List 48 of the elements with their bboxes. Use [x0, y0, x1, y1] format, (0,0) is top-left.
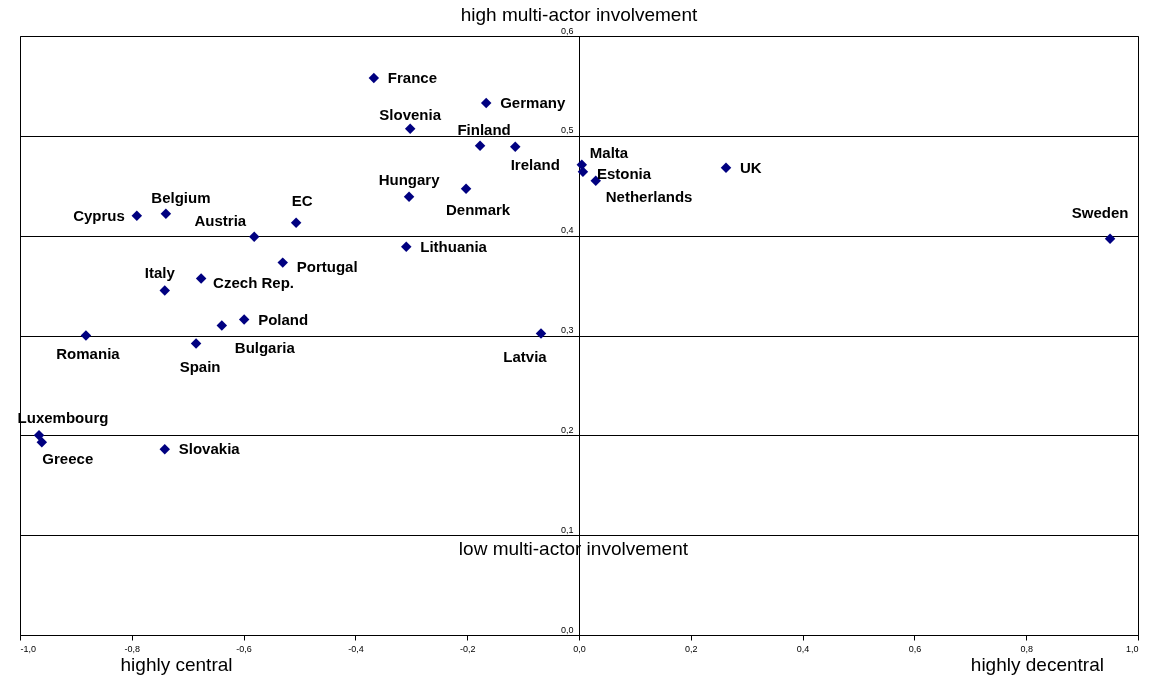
- x-tick-label: 0,2: [685, 643, 698, 654]
- data-label: Italy: [144, 263, 176, 281]
- data-label: Bulgaria: [234, 338, 296, 356]
- x-tick-label: -0,8: [124, 643, 141, 654]
- x-tick-label: 0,6: [908, 643, 922, 654]
- text: highly decentral: [970, 654, 1104, 675]
- data-label: Slovakia: [178, 440, 241, 458]
- data-label: Belgium: [151, 188, 211, 206]
- data-label: Netherlands: [605, 187, 693, 205]
- y-tick-label: 0,3: [560, 325, 574, 335]
- text: highly central: [120, 654, 233, 675]
- data-label: Ireland: [510, 155, 560, 173]
- data-label: Finland: [457, 120, 511, 138]
- data-label: Germany: [500, 93, 566, 111]
- x-tick-label: 0,0: [573, 643, 586, 654]
- y-tick-label: 0,0: [560, 624, 574, 635]
- y-tick-label: 0,2: [560, 424, 574, 435]
- x-tick-label: -0,2: [459, 643, 476, 654]
- x-tick-label: 1,0: [1125, 643, 1139, 654]
- x-tick-label: -0,6: [236, 643, 252, 654]
- x-tick-label: 0,4: [796, 643, 810, 654]
- y-tick-label: 0,6: [560, 25, 574, 36]
- x-tick-label: -0,4: [348, 643, 364, 654]
- data-label: Cyprus: [73, 206, 125, 224]
- y-tick-label: 0,1: [560, 524, 574, 535]
- x-tick-label: 0,8: [1020, 643, 1033, 654]
- data-label: Romania: [56, 344, 121, 362]
- data-label: UK: [740, 158, 762, 176]
- text: high multi-actor involvement: [460, 4, 698, 25]
- data-label: Denmark: [445, 200, 511, 218]
- data-label: EC: [291, 191, 313, 209]
- data-label: Malta: [589, 143, 629, 161]
- data-label: Lithuania: [420, 237, 488, 255]
- data-label: Hungary: [378, 170, 441, 188]
- x-tick-label: -1,0: [20, 643, 37, 654]
- data-label: Portugal: [296, 257, 358, 275]
- data-label: Estonia: [596, 164, 652, 182]
- data-label: France: [387, 68, 438, 86]
- data-label: Latvia: [503, 347, 548, 365]
- data-label: Greece: [42, 450, 94, 468]
- data-label: Slovenia: [379, 105, 442, 123]
- data-label: Austria: [194, 211, 247, 229]
- y-tick-label: 0,5: [560, 125, 574, 136]
- data-label: Sweden: [1071, 203, 1129, 221]
- data-label: Spain: [179, 358, 221, 376]
- y-tick-label: 0,4: [560, 225, 574, 236]
- data-label: Czech Rep.: [213, 273, 294, 291]
- data-label: Poland: [258, 310, 309, 328]
